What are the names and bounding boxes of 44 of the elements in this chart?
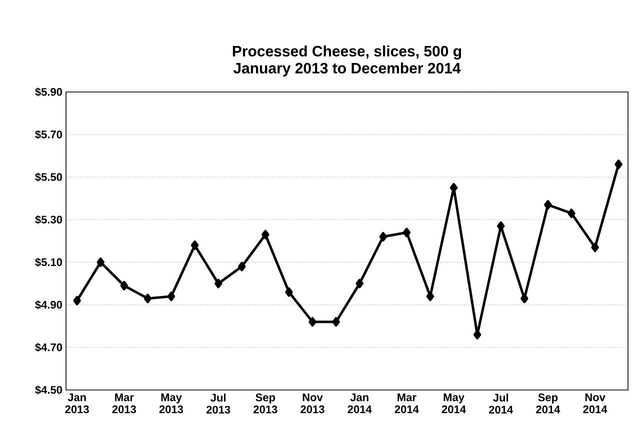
x-tick-label: May 2014 bbox=[442, 394, 466, 414]
y-tick-label: $5.30 bbox=[35, 215, 62, 224]
chart-title: Processed Cheese, slices, 500 g bbox=[232, 45, 462, 60]
x-tick-label: Sep 2013 bbox=[254, 394, 278, 414]
chart-subtitle: January 2013 to December 2014 bbox=[233, 62, 461, 76]
point bbox=[190, 240, 199, 250]
y-tick-label: $5.90 bbox=[35, 88, 62, 96]
point bbox=[285, 287, 293, 297]
point bbox=[614, 160, 622, 170]
point bbox=[332, 317, 340, 327]
x-tick-label: Jul 2014 bbox=[489, 394, 514, 414]
x-tick-label: Jan 2014 bbox=[348, 394, 372, 414]
point bbox=[520, 294, 528, 304]
point bbox=[402, 228, 411, 238]
x-tick-label: Nov 2014 bbox=[583, 394, 608, 414]
y-tick-label: $5.10 bbox=[35, 258, 62, 267]
y-tick-label: $5.50 bbox=[35, 172, 62, 182]
y-tick-label: $5.70 bbox=[35, 130, 62, 140]
x-tick-label: Sep 2014 bbox=[536, 394, 560, 414]
point bbox=[426, 292, 434, 302]
point bbox=[568, 208, 576, 218]
point bbox=[496, 221, 505, 231]
point bbox=[144, 294, 152, 304]
point bbox=[262, 230, 270, 240]
point bbox=[379, 232, 388, 242]
point bbox=[356, 278, 364, 288]
point bbox=[73, 296, 81, 306]
point bbox=[96, 258, 104, 268]
x-tick-label: Mar 2013 bbox=[112, 394, 136, 414]
point bbox=[214, 278, 222, 288]
point bbox=[308, 317, 316, 327]
y-tick-label: $4.70 bbox=[35, 342, 62, 352]
point bbox=[591, 242, 599, 252]
point bbox=[238, 262, 246, 272]
point bbox=[120, 280, 128, 290]
point bbox=[544, 200, 552, 210]
y-tick-label: $4.90 bbox=[35, 300, 62, 310]
y-tick-label: $4.50 bbox=[35, 386, 62, 394]
point bbox=[167, 292, 176, 302]
x-tick-label: Jul 2013 bbox=[206, 394, 230, 414]
x-tick-label: Jan 2013 bbox=[65, 394, 89, 414]
x-tick-label: Mar 2014 bbox=[394, 394, 419, 414]
x-tick-label: May 2013 bbox=[159, 394, 184, 414]
x-tick-label: Nov 2013 bbox=[300, 394, 324, 414]
